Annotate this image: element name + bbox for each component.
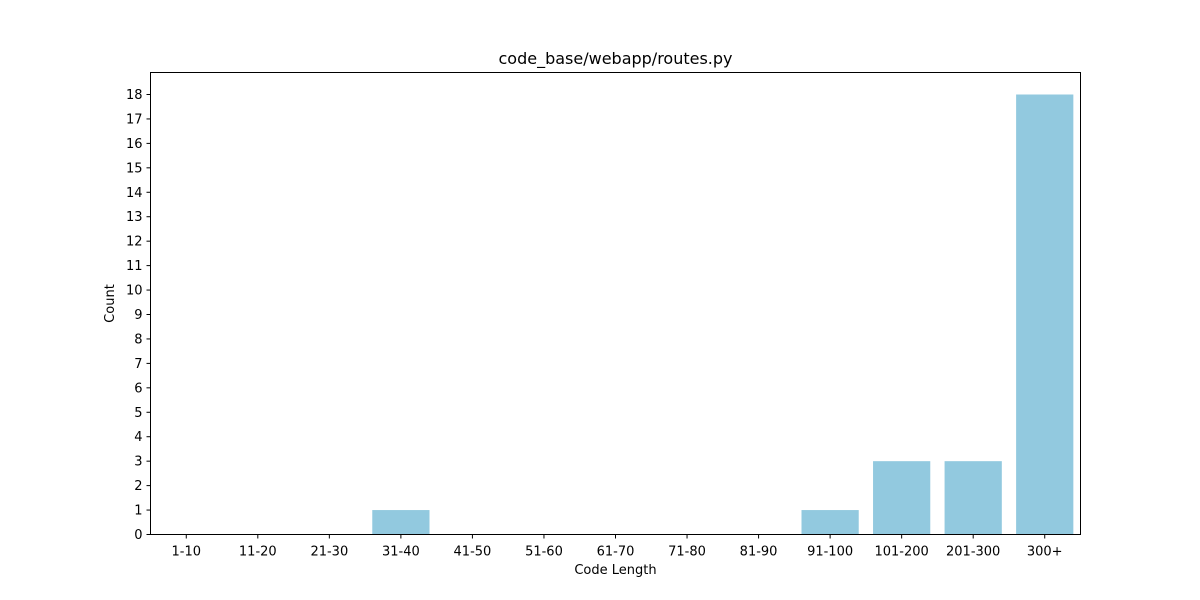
x-axis-label: Code Length bbox=[574, 563, 656, 578]
x-tick-label: 300+ bbox=[1027, 545, 1063, 560]
x-tick-label: 31-40 bbox=[382, 545, 420, 560]
y-tick-label: 3 bbox=[134, 455, 142, 470]
chart-title: code_base/webapp/routes.py bbox=[498, 49, 732, 69]
y-tick-label: 7 bbox=[134, 357, 142, 372]
y-tick-label: 13 bbox=[126, 210, 143, 225]
x-tick-label: 81-90 bbox=[740, 545, 778, 560]
y-axis-label: Count bbox=[103, 284, 118, 323]
y-tick-label: 10 bbox=[126, 284, 143, 299]
y-tick-label: 1 bbox=[134, 504, 142, 519]
x-tick-label: 71-80 bbox=[668, 545, 706, 560]
y-tick-label: 2 bbox=[134, 479, 142, 494]
bar-31-40 bbox=[372, 510, 430, 535]
y-tick-label: 18 bbox=[126, 88, 143, 103]
x-tick-label: 201-300 bbox=[946, 545, 1000, 560]
x-tick-label: 101-200 bbox=[874, 545, 928, 560]
bar-91-100 bbox=[801, 510, 859, 535]
y-tick-label: 8 bbox=[134, 332, 142, 347]
x-tick-label: 1-10 bbox=[172, 545, 202, 560]
bar-300+ bbox=[1016, 94, 1074, 535]
y-tick-label: 4 bbox=[134, 430, 142, 445]
x-tick-label: 51-60 bbox=[525, 545, 563, 560]
x-tick-label: 91-100 bbox=[807, 545, 853, 560]
x-tick-label: 11-20 bbox=[239, 545, 277, 560]
y-tick-label: 11 bbox=[126, 259, 143, 274]
y-tick-label: 9 bbox=[134, 308, 142, 323]
y-tick-label: 6 bbox=[134, 381, 142, 396]
bar-101-200 bbox=[873, 461, 931, 535]
x-tick-label: 41-50 bbox=[454, 545, 492, 560]
x-tick-label: 21-30 bbox=[310, 545, 348, 560]
plot-frame bbox=[150, 72, 1081, 535]
x-tick-label: 61-70 bbox=[597, 545, 635, 560]
y-tick-label: 16 bbox=[126, 137, 143, 152]
bar-201-300 bbox=[944, 461, 1002, 535]
y-tick-label: 0 bbox=[134, 528, 142, 543]
y-tick-label: 5 bbox=[134, 406, 142, 421]
y-tick-label: 15 bbox=[126, 161, 143, 176]
y-tick-label: 14 bbox=[126, 186, 143, 201]
y-tick-label: 12 bbox=[126, 235, 143, 250]
x-ticks-group: 1-10 11-20 21-30 31-40 41-50 51-60 61-70 71-80 8… bbox=[172, 534, 1063, 560]
bars-group bbox=[372, 94, 1074, 535]
y-tick-label: 17 bbox=[126, 112, 143, 127]
